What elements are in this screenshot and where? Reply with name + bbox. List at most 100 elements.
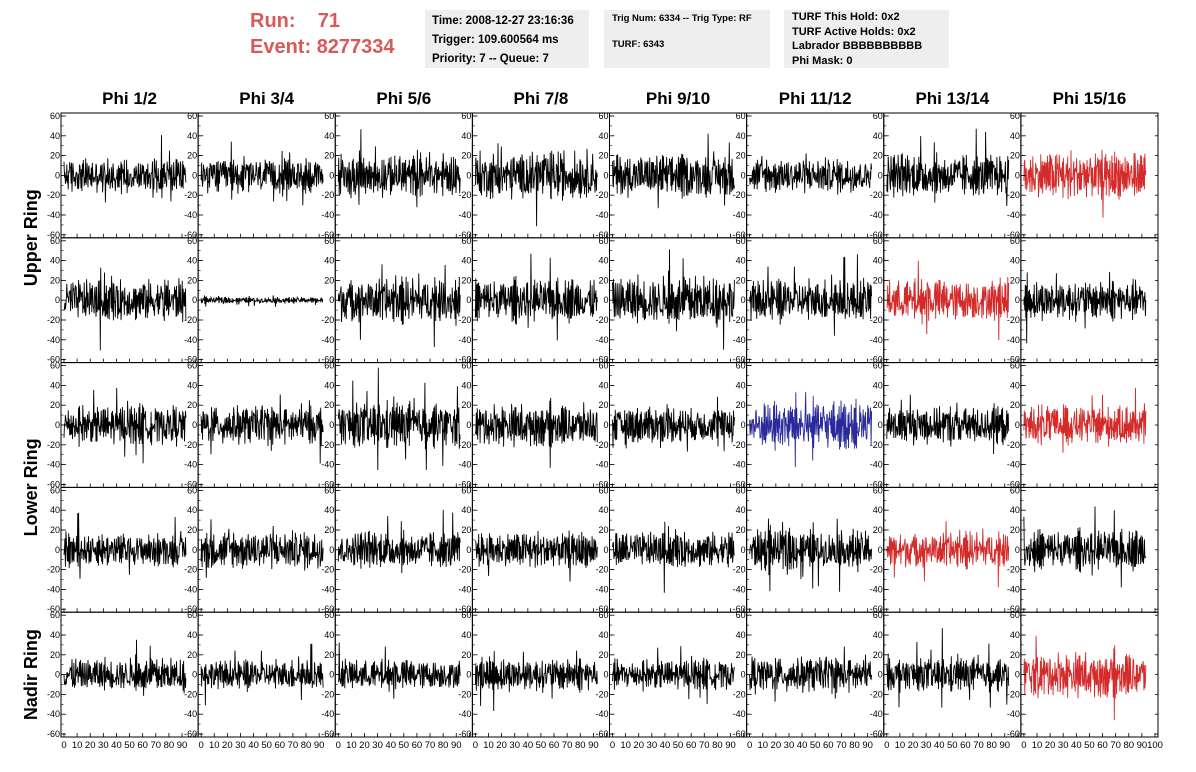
y-tick-label: 0 [192,545,197,555]
y-tick-label: 20 [187,650,197,660]
y-tick-label: 0 [1015,295,1020,305]
x-tick-label: 80 [986,740,997,751]
waveform-trace [886,128,1010,207]
y-tick-label: 40 [324,380,334,390]
waveform-trace [63,387,187,464]
y-tick-label: 60 [736,111,746,121]
y-tick-label: -40 [733,709,746,719]
y-tick-label: -20 [870,689,883,699]
x-tick-label: 40 [111,740,122,751]
y-tick-label: 0 [329,170,334,180]
y-tick-label: -60 [321,230,334,240]
column-header: Phi 3/4 [239,89,294,108]
y-tick-label: 40 [50,505,60,515]
x-tick-label: 0 [61,740,66,751]
y-tick-label: 60 [598,361,608,371]
y-tick-label: 0 [466,420,471,430]
y-tick-label: -20 [733,689,746,699]
y-tick-label: 40 [187,256,197,266]
y-tick-label: 40 [736,131,746,141]
y-tick-label: -20 [47,440,60,450]
x-tick-label: 10 [620,740,631,751]
y-tick-label: 0 [603,670,608,680]
y-tick-label: 60 [1010,361,1020,371]
y-tick-label: -40 [321,709,334,719]
y-tick-label: -60 [321,355,334,365]
y-tick-label: -40 [870,460,883,470]
y-tick-label: 20 [598,275,608,285]
row-label: Nadir Ring [21,629,41,720]
y-tick-label: -20 [733,190,746,200]
y-tick-label: 40 [598,505,608,515]
waveform-trace [749,646,873,702]
y-tick-label: -20 [47,689,60,699]
y-tick-label: 40 [50,256,60,266]
y-tick-label: 20 [598,525,608,535]
y-tick-label: 60 [187,485,197,495]
y-tick-label: 0 [329,545,334,555]
turf-active-holds-text: TURF Active Holds: 0x2 [792,25,916,38]
y-tick-label: 40 [1010,380,1020,390]
y-tick-label: 20 [461,525,471,535]
x-tick-label: 10 [72,740,83,751]
y-tick-label: 0 [603,420,608,430]
waveform-trace [749,518,873,592]
y-tick-label: 0 [878,545,883,555]
y-tick-label: -20 [184,689,197,699]
y-tick-label: 40 [324,630,334,640]
y-tick-label: 40 [1010,505,1020,515]
x-tick-label: 60 [275,740,286,751]
y-tick-label: -40 [184,210,197,220]
y-tick-label: -40 [184,335,197,345]
waveform-trace [886,628,1010,708]
y-tick-label: 0 [603,295,608,305]
waveform-trace [200,643,324,706]
y-tick-label: 20 [598,151,608,161]
y-tick-label: 20 [1010,525,1020,535]
y-tick-label: 40 [873,131,883,141]
x-tick-label: 50 [261,740,272,751]
y-tick-label: 40 [461,256,471,266]
y-tick-label: -20 [733,315,746,325]
x-tick-label: 20 [771,740,782,751]
y-tick-label: 0 [741,420,746,430]
column-header: Phi 11/12 [779,89,852,108]
x-tick-label: 90 [177,740,188,751]
y-tick-label: 0 [741,545,746,555]
y-tick-label: -20 [458,440,471,450]
column-header: Phi 1/2 [102,89,157,108]
time-info-box: Time: 2008-12-27 23:16:36 Trigger: 109.6… [425,10,589,68]
y-tick-label: 20 [873,525,883,535]
y-tick-label: 40 [50,630,60,640]
x-tick-label: 90 [1137,740,1148,751]
run-label: Run: [250,10,296,32]
row-label: Upper Ring [21,189,41,286]
column-header: Phi 7/8 [514,89,569,108]
y-tick-label: -40 [870,709,883,719]
y-tick-label: 0 [55,295,60,305]
y-tick-label: -20 [321,190,334,200]
y-tick-label: -40 [458,584,471,594]
y-tick-label: -20 [458,565,471,575]
waveform-trace [337,264,461,348]
y-tick-label: -40 [595,584,608,594]
y-tick-label: 40 [736,256,746,266]
run-event-box: Run: 71 Event: 8277334 [250,8,422,64]
y-tick-label: -60 [870,729,883,739]
y-tick-label: 20 [324,400,334,410]
x-tick-label: 0 [473,740,478,751]
run-row: Run: 71 [250,8,422,34]
x-tick-label: 60 [549,740,560,751]
x-tick-label: 20 [359,740,370,751]
y-tick-label: 60 [736,236,746,246]
x-tick-label: 50 [1084,740,1095,751]
y-tick-label: 40 [461,131,471,141]
y-tick-label: 60 [187,610,197,620]
x-tick-label: 70 [150,740,161,751]
y-tick-label: -60 [595,355,608,365]
y-tick-label: -40 [321,460,334,470]
y-tick-label: -60 [458,604,471,614]
y-tick-label: 60 [187,111,197,121]
y-tick-label: -60 [595,479,608,489]
